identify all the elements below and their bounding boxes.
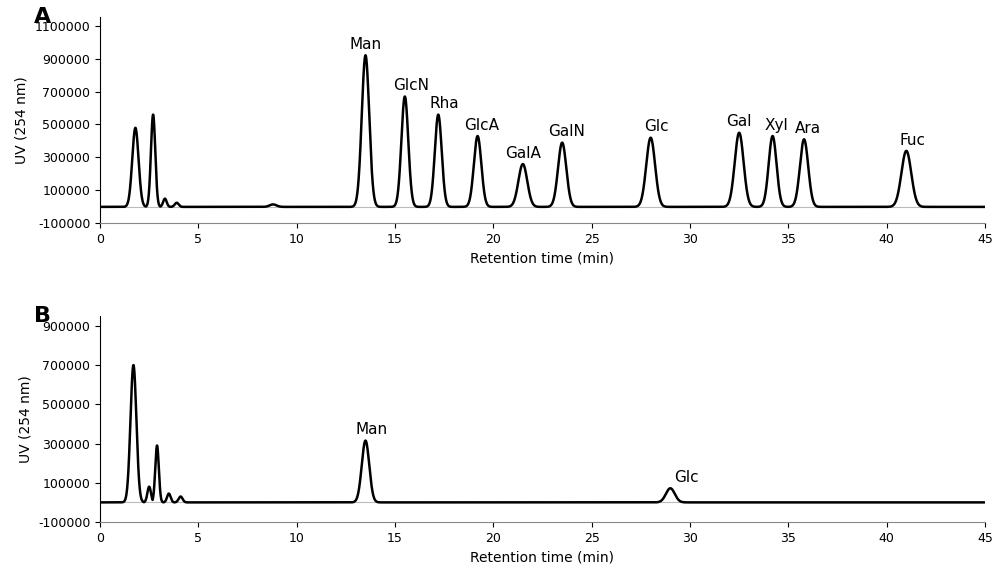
Text: Gal: Gal — [726, 114, 752, 129]
Y-axis label: UV (254 nm): UV (254 nm) — [18, 375, 32, 463]
Text: Fuc: Fuc — [899, 133, 925, 147]
Text: B: B — [34, 306, 51, 326]
Text: A: A — [34, 7, 51, 27]
Text: GalA: GalA — [505, 146, 541, 161]
Text: Xyl: Xyl — [765, 118, 788, 133]
Text: Glc: Glc — [644, 119, 669, 135]
Text: GlcA: GlcA — [464, 118, 499, 133]
Text: Glc: Glc — [674, 470, 698, 485]
X-axis label: Retention time (min): Retention time (min) — [471, 550, 614, 564]
Text: Man: Man — [349, 37, 382, 52]
X-axis label: Retention time (min): Retention time (min) — [471, 252, 614, 266]
Text: GlcN: GlcN — [393, 78, 429, 93]
Text: GalN: GalN — [548, 124, 585, 139]
Y-axis label: UV (254 nm): UV (254 nm) — [15, 77, 29, 164]
Text: Man: Man — [355, 422, 387, 437]
Text: Rha: Rha — [429, 96, 459, 111]
Text: Ara: Ara — [795, 121, 821, 136]
